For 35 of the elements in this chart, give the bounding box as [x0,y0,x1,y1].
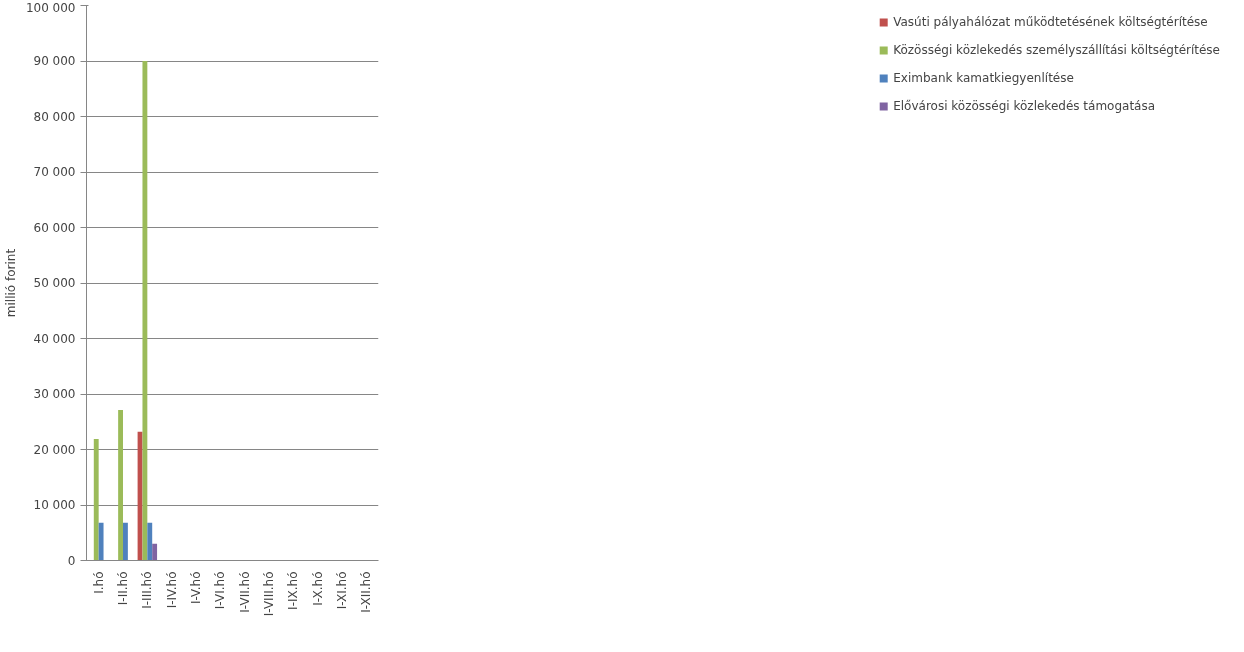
y-tick-label: 60 000 [33,220,76,235]
y-tick-label: 40 000 [33,331,76,346]
x-tick-label: I-II.hó [116,571,130,606]
bar [98,522,104,561]
bar [152,543,158,561]
y-tick-label: 50 000 [33,276,76,290]
y-tick-label: 90 000 [33,54,76,68]
x-tick-label: I-III.hó [140,571,155,609]
x-tick-label: I-IX.hó [286,571,301,610]
x-tick-label: I-VI.hó [213,571,228,610]
x-tick-label: I-V.hó [189,571,203,605]
y-tick-label: 80 000 [33,109,76,124]
y-tick-label: 30 000 [33,387,76,401]
x-tick-label: I-X.hó [310,571,325,606]
y-tick-label: 70 000 [33,165,76,179]
y-tick-label: 0 [67,553,76,568]
legend-label: Közösségi közlekedés személyszállítási költségtérítése [893,43,1220,57]
legend-label: Vasúti pályahálózat működtetésének költségtérítése [893,15,1208,29]
x-tick-label: I.hó [91,571,106,594]
bar [93,438,99,561]
legend-label: Elővárosi közösségi közlekedés támogatása [893,99,1156,113]
x-tick-label: I-VII.hó [237,571,252,613]
bar [123,522,128,561]
x-tick-label: I-IV.hó [164,571,179,609]
y-tick-label: 20 000 [33,442,76,457]
y-tick-label: 10 000 [33,498,76,512]
x-tick-label: I-XI.hó [335,571,349,610]
bar [147,522,153,561]
y-axis-title: millió forint [3,248,18,318]
y-tick-label: 100 000 [25,0,76,15]
legend-label: Eximbank kamatkiegyenlítése [893,71,1074,85]
x-tick-label: I-VIII.hó [262,571,276,617]
bar [142,61,148,561]
x-tick-label: I-XII.hó [359,571,374,613]
bar [118,410,123,561]
